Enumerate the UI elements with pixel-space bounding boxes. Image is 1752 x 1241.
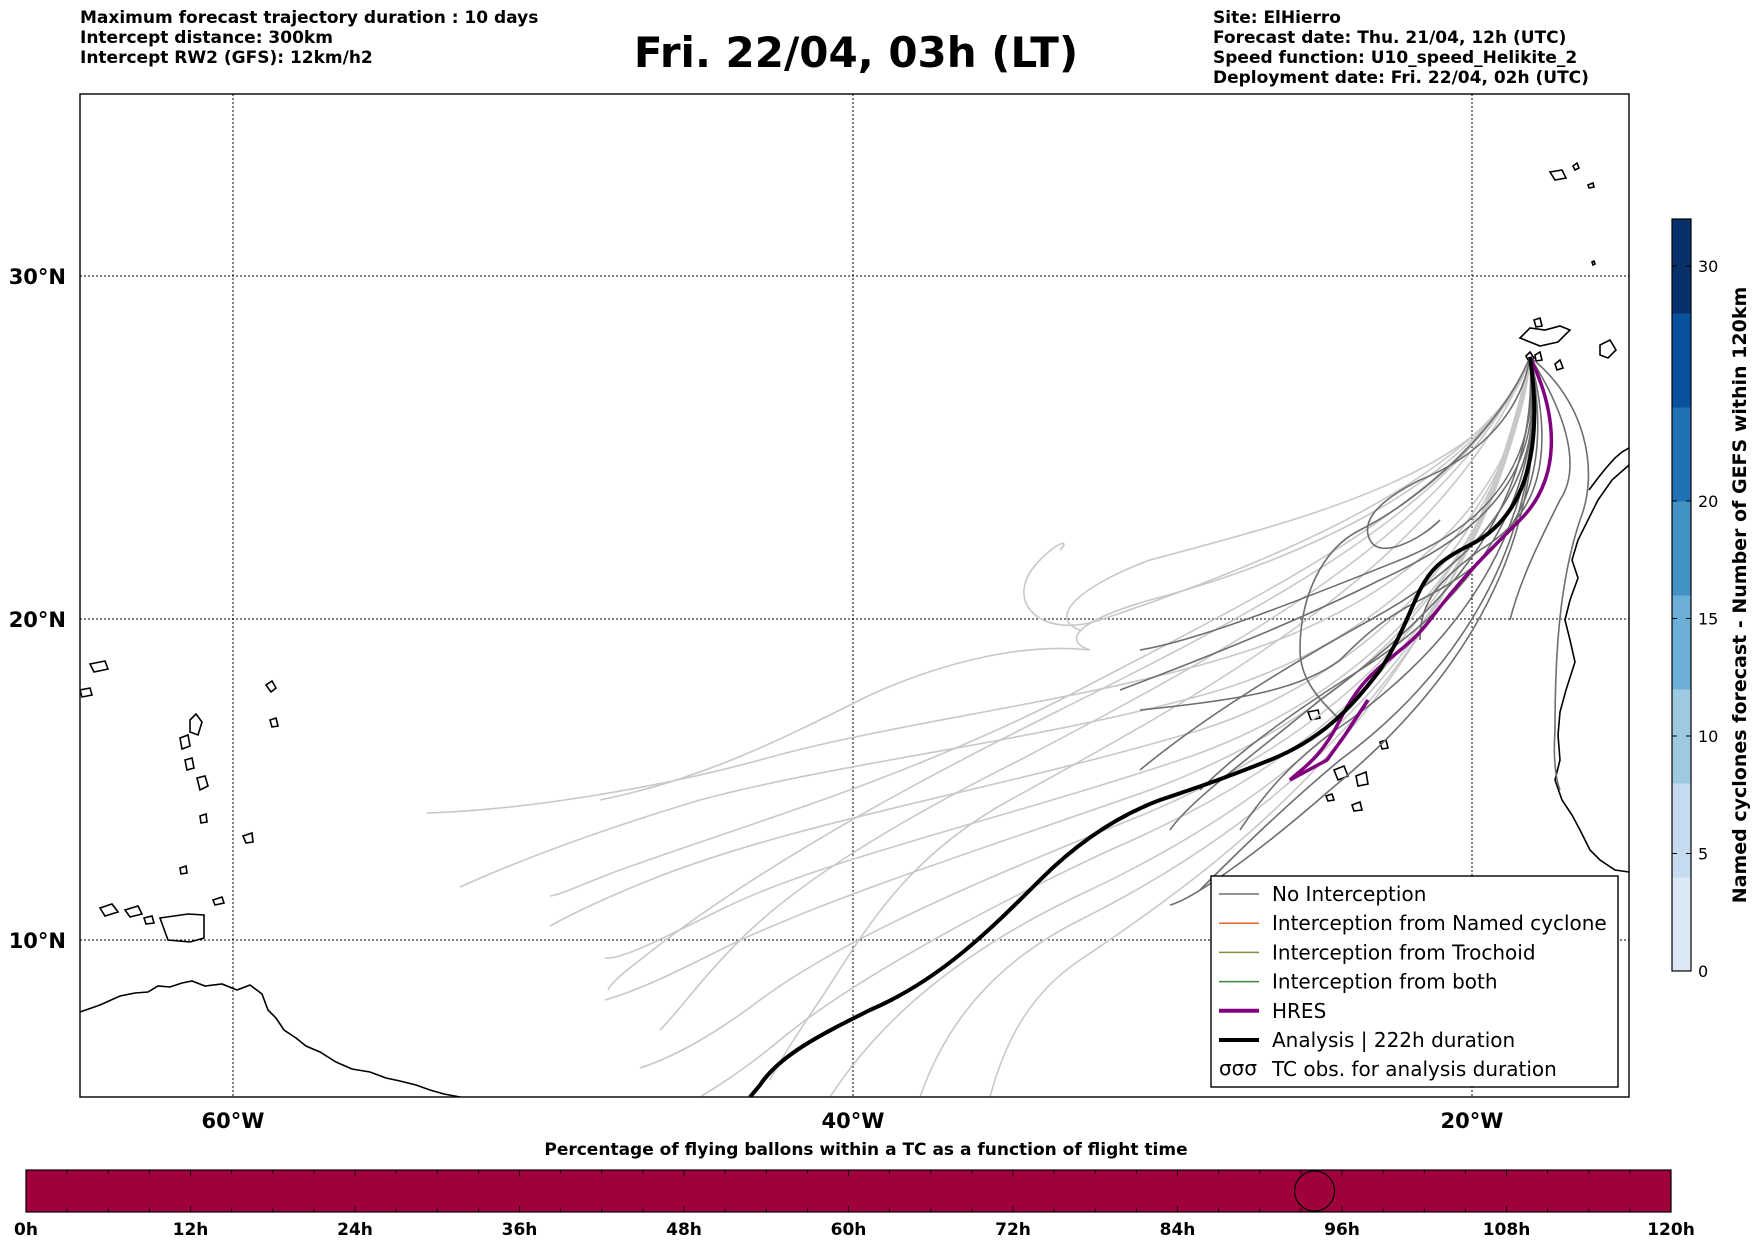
trajectory-no-interception	[1366, 356, 1531, 550]
trajectory-no-interception	[604, 356, 1531, 959]
trajectory-no-interception	[607, 356, 1531, 991]
trajectory-no-interception	[1066, 356, 1531, 631]
trajectory-no-interception	[1529, 356, 1590, 791]
header-right-info: Site: ElHierro Forecast date: Thu. 21/04…	[1213, 8, 1589, 88]
legend: No Interception Interception from Named c…	[1210, 875, 1619, 1088]
africa-coast-north	[1588, 447, 1629, 491]
trajectory-no-interception	[1509, 356, 1571, 621]
trajectories	[426, 356, 1590, 1097]
madeira-islands	[1548, 161, 1596, 267]
colorbar-segment	[1672, 689, 1691, 784]
forecast-date-text: Forecast date: Thu. 21/04, 12h (UTC)	[1213, 28, 1567, 48]
timeline-tick-label: 96h	[1324, 1220, 1360, 1240]
site-text: Site: ElHierro	[1213, 8, 1341, 28]
lat-tick-label: 10°N	[9, 929, 66, 953]
south-america-coast	[80, 980, 463, 1097]
trinidad-island	[158, 913, 205, 943]
analysis-duration-marker	[1293, 1170, 1336, 1212]
timeline-tick-label: 120h	[1647, 1220, 1695, 1240]
timeline-bar	[25, 1169, 1672, 1213]
canary-islands	[1518, 316, 1618, 372]
trajectory-no-interception	[1199, 356, 1534, 891]
colorbar-title: Named cyclones forecast - Number of GEFS…	[1729, 287, 1751, 904]
colorbar-frame	[1671, 218, 1692, 972]
trajectory-no-interception	[1299, 356, 1531, 721]
timeline-tick-label: 108h	[1483, 1220, 1531, 1240]
colorbar-tick-label: 5	[1698, 845, 1708, 864]
legend-label: HRES	[1272, 999, 1326, 1023]
caribbean-islands	[80, 660, 279, 925]
trajectory-no-interception	[919, 356, 1531, 1097]
colorbar: 0 5 10 15 20 30 Named cyclones forecast - Numb…	[1671, 218, 1751, 981]
trajectory-no-interception	[604, 356, 1531, 1001]
deployment-date-text: Deployment date: Fri. 22/04, 02h (UTC)	[1213, 68, 1589, 88]
colorbar-segment	[1672, 219, 1691, 314]
coastlines	[80, 161, 1629, 1097]
trajectory-no-interception	[659, 356, 1531, 1031]
tc-percentage-timeline: Percentage of flying ballons within a TC…	[14, 1140, 1695, 1240]
timeline-tick-label: 12h	[173, 1220, 209, 1240]
tobago-island	[211, 895, 226, 906]
trajectory-no-interception	[1419, 356, 1543, 641]
legend-label: Interception from both	[1272, 970, 1498, 994]
header-left-info: Maximum forecast trajectory duration : 1…	[80, 8, 538, 68]
trajectory-no-interception	[459, 356, 1531, 888]
intercept-distance-text: Intercept distance: 300km	[80, 28, 333, 48]
africa-coast	[1554, 464, 1629, 873]
timeline-tick-label: 72h	[995, 1220, 1031, 1240]
trajectory-no-interception	[1119, 356, 1534, 691]
timeline-tick-label: 84h	[1160, 1220, 1196, 1240]
colorbar-segment	[1672, 877, 1691, 972]
lon-tick-label: 40°W	[822, 1109, 885, 1133]
cape-verde-islands	[1306, 709, 1389, 812]
timeline-title: Percentage of flying ballons within a TC…	[544, 1140, 1187, 1160]
colorbar-segment	[1672, 407, 1691, 502]
timeline-tick-label: 48h	[666, 1220, 702, 1240]
trajectory-no-interception	[599, 356, 1531, 801]
colorbar-segment	[1672, 313, 1691, 408]
trajectory-no-interception	[1169, 356, 1532, 831]
legend-label: Interception from Named cyclone	[1272, 911, 1607, 935]
trajectory-hres	[1288, 356, 1554, 782]
timeline-tick-label: 0h	[14, 1220, 38, 1240]
axis-tick-labels: 60°W 40°W 20°W 30°N 20°N 10°N	[9, 265, 1504, 1133]
colorbar-tick-label: 10	[1698, 727, 1718, 746]
map-frame	[79, 93, 1630, 1098]
timeline-tick-label: 24h	[337, 1220, 373, 1240]
trajectory-no-interception	[639, 356, 1531, 1069]
colorbar-segment	[1672, 501, 1691, 596]
trajectory-analysis	[748, 356, 1537, 1097]
lat-tick-label: 20°N	[9, 608, 66, 632]
main-title: Fri. 22/04, 03h (LT)	[633, 28, 1079, 77]
lat-tick-label: 30°N	[9, 265, 66, 289]
intercept-rw2-text: Intercept RW2 (GFS): 12km/h2	[80, 48, 373, 68]
trajectory-no-interception	[989, 356, 1531, 1097]
legend-label: No Interception	[1272, 882, 1426, 906]
colorbar-segment	[1672, 783, 1691, 878]
legend-box	[1210, 875, 1619, 1088]
max-duration-text: Maximum forecast trajectory duration : 1…	[80, 8, 539, 28]
lon-tick-label: 20°W	[1441, 1109, 1504, 1133]
timeline-tick-label: 36h	[502, 1220, 538, 1240]
colorbar-tick-label: 15	[1698, 610, 1718, 629]
trajectory-no-interception	[1023, 356, 1531, 626]
colorbar-tick-label: 30	[1698, 257, 1718, 276]
legend-label: TC obs. for analysis duration	[1271, 1057, 1557, 1081]
lon-tick-label: 60°W	[202, 1109, 265, 1133]
colorbar-segment	[1672, 595, 1691, 690]
legend-label: Interception from Trochoid	[1272, 940, 1536, 964]
trajectory-no-interception	[1139, 356, 1539, 711]
legend-label: Analysis | 222h duration	[1272, 1028, 1515, 1052]
speed-function-text: Speed function: U10_speed_Helikite_2	[1213, 48, 1578, 68]
colorbar-tick-label: 20	[1698, 492, 1718, 511]
trajectory-no-interception	[1139, 356, 1535, 771]
tc-obs-icon: σσσ	[1219, 1056, 1257, 1080]
timeline-tick-label: 60h	[831, 1220, 867, 1240]
trajectory-no-interception	[426, 356, 1531, 814]
colorbar-tick-label: 0	[1698, 962, 1708, 981]
trajectory-no-interception	[769, 356, 1531, 1081]
